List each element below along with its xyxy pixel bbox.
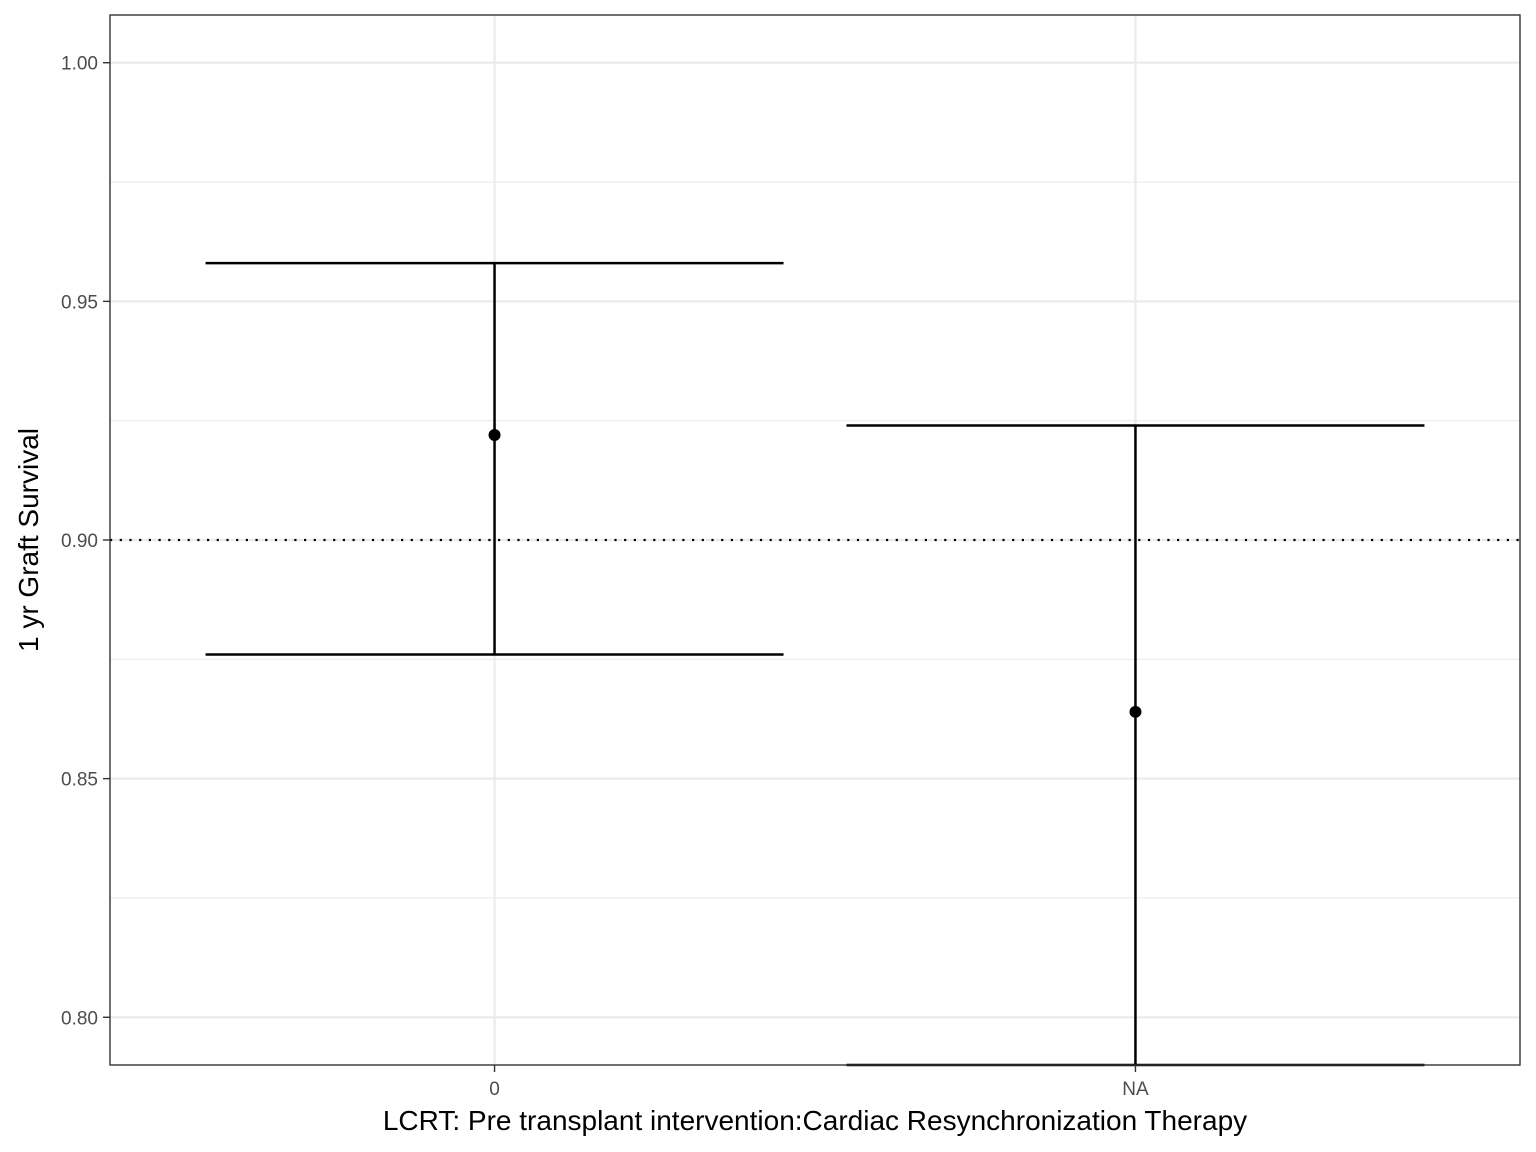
point-estimates [488, 429, 1142, 718]
x-axis-title: LCRT: Pre transplant intervention:Cardia… [383, 1105, 1247, 1136]
y-tick-label: 0.80 [61, 1008, 98, 1029]
point-estimate-0 [488, 429, 501, 441]
y-axis-title: 1 yr Graft Survival [13, 428, 44, 652]
x-axis-ticks: 0 NA [489, 1065, 1149, 1100]
y-tick-label: 1.00 [61, 54, 98, 75]
y-tick-label: 0.90 [61, 531, 98, 552]
x-tick-label: 0 [489, 1079, 500, 1100]
grid-minor [110, 181, 1520, 899]
y-tick-label: 0.85 [61, 770, 98, 791]
y-axis-ticks: 0.80 0.85 0.90 0.95 1.00 [61, 54, 110, 1029]
point-estimate-NA [1129, 705, 1142, 718]
x-tick-label: NA [1122, 1079, 1149, 1100]
y-tick-label: 0.95 [61, 292, 98, 313]
